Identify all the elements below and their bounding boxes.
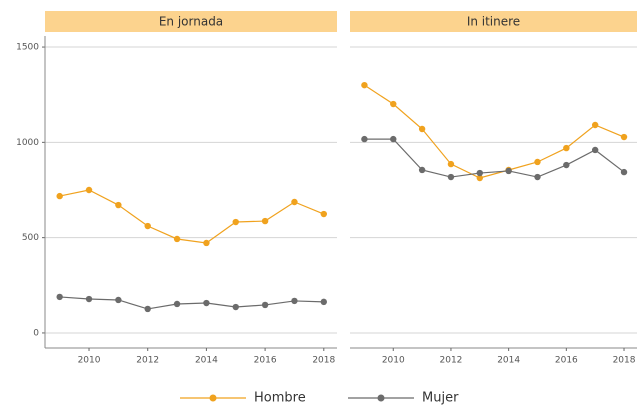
x-tick-label: 2016 [254, 356, 277, 366]
point [291, 198, 298, 206]
x-tick-label: 2012 [440, 356, 463, 366]
x-tick-label: 2010 [382, 356, 405, 366]
point [563, 144, 570, 152]
point [361, 135, 368, 143]
point [144, 222, 151, 230]
point [476, 169, 483, 177]
facet-title: En jornada [159, 15, 223, 29]
x-tick-label: 2016 [555, 356, 578, 366]
point [505, 167, 512, 175]
legend-label: Mujer [422, 391, 459, 406]
point [85, 186, 93, 194]
point [361, 81, 368, 89]
point [620, 133, 628, 141]
series-line [59, 296, 324, 310]
series-line [364, 138, 625, 178]
point [591, 146, 599, 154]
point [320, 298, 327, 306]
x-tick-label: 2012 [136, 356, 159, 366]
y-tick-label: 0 [33, 328, 39, 338]
point [563, 161, 570, 169]
legend-dot [209, 394, 217, 402]
point [232, 303, 239, 311]
series-line [364, 84, 625, 179]
point [418, 166, 426, 174]
x-tick-label: 2018 [613, 356, 636, 366]
point [232, 218, 239, 226]
point [591, 121, 599, 129]
point [261, 217, 269, 225]
legend-label: Hombre [254, 391, 306, 406]
legend-dot [377, 394, 385, 402]
point [534, 173, 541, 181]
point [261, 301, 269, 309]
point [56, 192, 63, 200]
point [203, 299, 210, 307]
point [115, 296, 122, 304]
y-tick-label: 1000 [16, 138, 39, 148]
x-tick-label: 2010 [78, 356, 101, 366]
point [320, 210, 327, 218]
point [534, 158, 541, 166]
point [476, 174, 483, 182]
facet-strip [350, 11, 637, 32]
point [173, 235, 181, 243]
x-tick-label: 2014 [195, 356, 218, 366]
point [173, 300, 181, 308]
point [115, 201, 122, 209]
facet-title: In itinere [467, 15, 520, 29]
series-line [59, 189, 325, 244]
point [390, 135, 397, 143]
y-tick-label: 1500 [16, 43, 39, 53]
y-tick-label: 500 [22, 233, 39, 243]
facet-strip [45, 11, 337, 32]
x-tick-label: 2014 [497, 356, 520, 366]
point [447, 160, 455, 168]
point [291, 297, 298, 305]
point [418, 125, 426, 133]
point [85, 295, 93, 303]
point [447, 173, 455, 181]
point [203, 239, 210, 247]
point [620, 168, 628, 176]
x-tick-label: 2018 [312, 356, 335, 366]
point [56, 293, 63, 301]
point [144, 305, 151, 313]
point [390, 100, 397, 108]
